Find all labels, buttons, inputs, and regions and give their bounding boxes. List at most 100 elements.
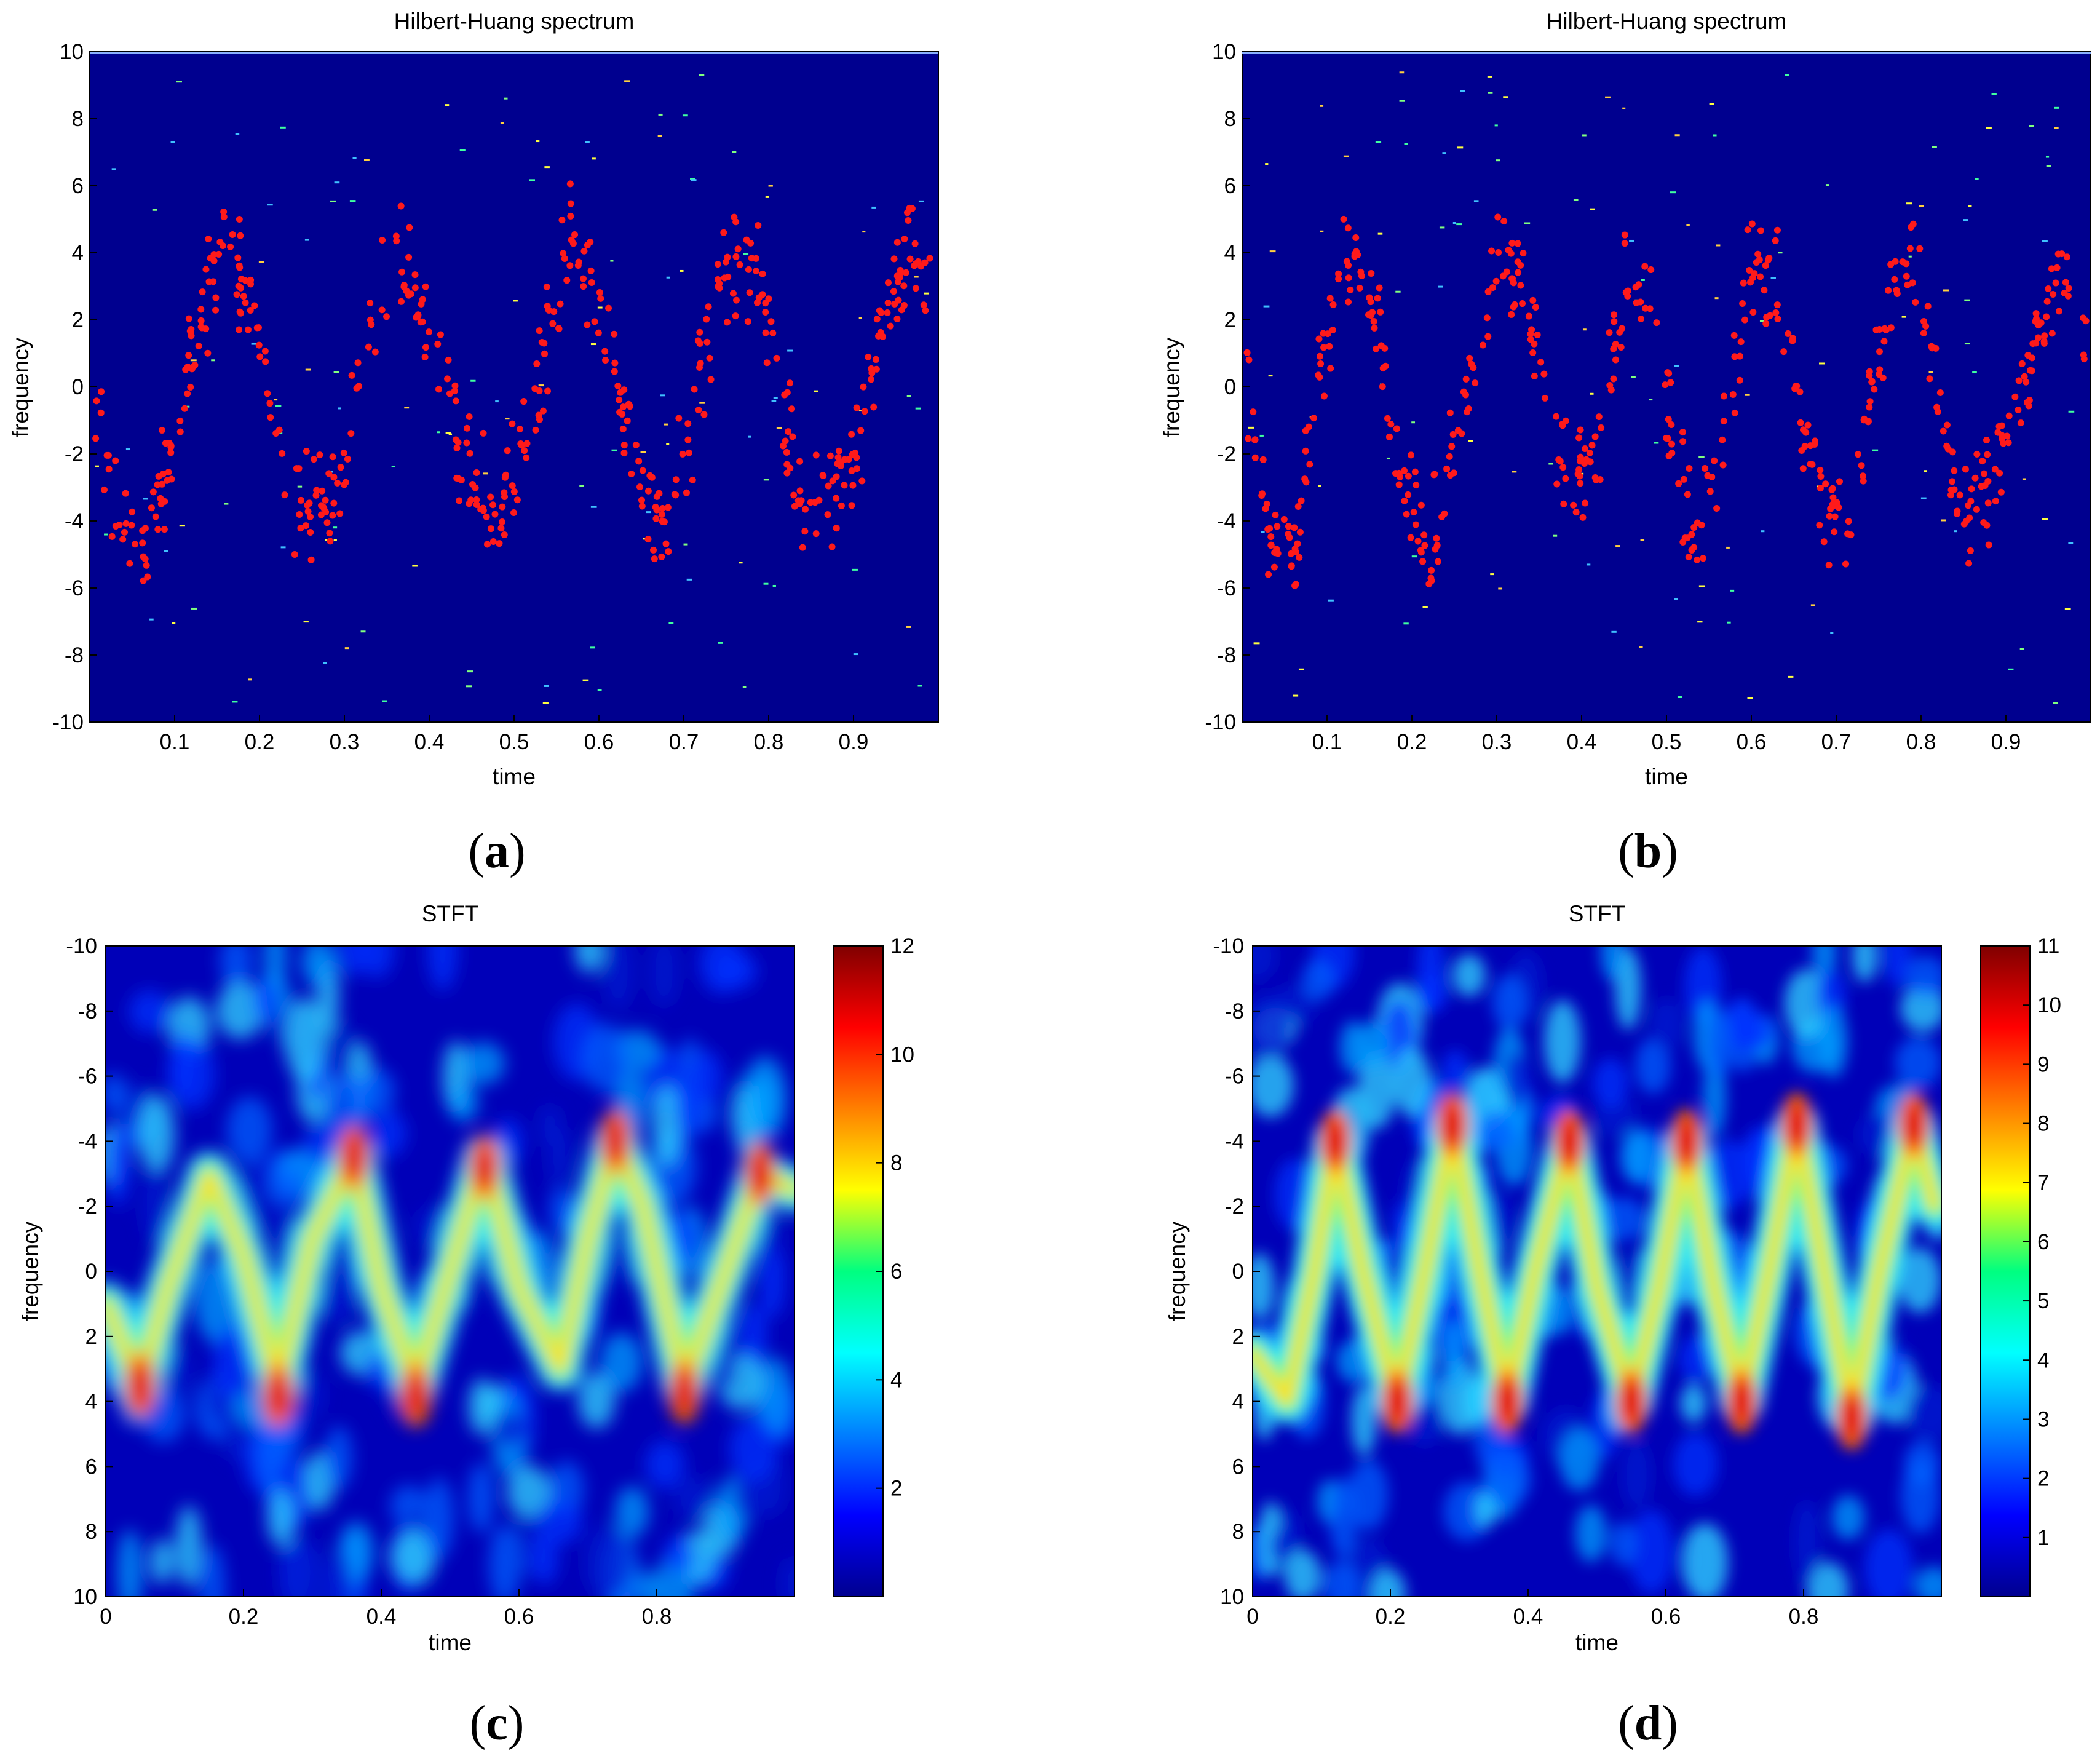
scatter-point bbox=[2063, 253, 2070, 261]
noise-dash bbox=[344, 647, 349, 650]
scatter-point bbox=[580, 283, 587, 290]
scatter-point bbox=[426, 328, 433, 336]
scatter-point bbox=[158, 427, 165, 434]
scatter-point bbox=[1866, 398, 1874, 405]
noise-dash bbox=[1395, 290, 1401, 293]
x-tick-label: 0.2 bbox=[229, 1605, 259, 1629]
scatter-point bbox=[908, 205, 916, 212]
heat-bg-blob bbox=[106, 1073, 126, 1114]
scatter-point bbox=[1298, 497, 1305, 504]
scatter-point bbox=[1903, 260, 1910, 268]
scatter-point bbox=[1720, 392, 1727, 400]
scatter-point bbox=[1489, 284, 1496, 292]
hotspot-core bbox=[268, 1374, 288, 1416]
scatter-point bbox=[716, 280, 723, 287]
noise-dash bbox=[1810, 604, 1815, 606]
heat-bg-blob bbox=[645, 1440, 685, 1489]
noise-dash bbox=[666, 443, 670, 445]
scatter-point bbox=[1811, 437, 1818, 445]
noise-dash bbox=[1654, 442, 1659, 444]
scatter-point bbox=[865, 353, 872, 360]
scatter-point bbox=[1448, 443, 1456, 450]
scatter-point bbox=[1302, 447, 1309, 455]
heat-bg-blob bbox=[1914, 1567, 1941, 1597]
scatter-point bbox=[558, 217, 566, 224]
scatter-point bbox=[1250, 408, 1257, 416]
heat-bg-blob bbox=[107, 1124, 130, 1207]
heat-bg-blob bbox=[1784, 969, 1828, 1039]
scatter-point bbox=[480, 429, 487, 437]
scatter-point bbox=[1662, 381, 1669, 389]
scatter-point bbox=[644, 536, 652, 543]
noise-dash bbox=[1268, 375, 1273, 377]
scatter-point bbox=[707, 376, 715, 383]
noise-dash bbox=[304, 239, 309, 241]
scatter-point bbox=[444, 375, 451, 383]
scatter-point bbox=[453, 474, 461, 482]
scatter-point bbox=[510, 509, 518, 517]
scatter-point bbox=[812, 530, 820, 538]
x-tick-label: 0.8 bbox=[1906, 730, 1936, 754]
panel-a: Hilbert-Huang spectrum 0.1 0.2 0.3 0.4 0.5 0.… bbox=[8, 9, 939, 878]
heatmap-d bbox=[1253, 946, 1941, 1597]
scatter-point bbox=[297, 496, 304, 504]
noise-dash bbox=[1778, 252, 1783, 254]
scatter-point bbox=[181, 405, 188, 412]
heat-bg-blob bbox=[759, 1239, 785, 1319]
scatter-point bbox=[1965, 560, 1973, 567]
noise-dash bbox=[1582, 134, 1587, 137]
scatter-point bbox=[1904, 281, 1911, 288]
scatter-point bbox=[463, 424, 470, 432]
scatter-point bbox=[1892, 258, 1899, 265]
scatter-point bbox=[912, 285, 919, 292]
x-tick-label: 0.1 bbox=[1312, 730, 1342, 754]
scatter-point bbox=[139, 539, 146, 547]
scatter-point bbox=[143, 562, 150, 569]
scatter-point bbox=[1730, 332, 1738, 339]
scatter-point bbox=[1729, 391, 1737, 398]
scatter-point bbox=[185, 352, 192, 359]
y-ticks-c: -10 -8 -6 -4 -2 0 2 4 6 8 10 bbox=[66, 934, 113, 1609]
scatter-point bbox=[2043, 313, 2050, 320]
scatter-point bbox=[1412, 521, 1419, 528]
scatter-point bbox=[745, 266, 752, 273]
noise-dash bbox=[95, 465, 99, 467]
scatter-point bbox=[1685, 554, 1692, 561]
noise-dash bbox=[544, 166, 550, 169]
scatter-point bbox=[312, 491, 320, 499]
noise-dash bbox=[1512, 471, 1517, 473]
scatter-point bbox=[584, 241, 591, 248]
scatter-point bbox=[451, 387, 458, 395]
scatter-point bbox=[2048, 330, 2056, 337]
scatter-point bbox=[1335, 276, 1342, 283]
scatter-point bbox=[1647, 266, 1655, 274]
scatter-point bbox=[306, 499, 313, 507]
scatter-point bbox=[1466, 354, 1473, 362]
noise-dash bbox=[699, 402, 705, 404]
scatter-point bbox=[354, 359, 362, 367]
ridge-inner bbox=[106, 1135, 794, 1392]
heat-bg-blob bbox=[664, 1534, 694, 1575]
noise-dash bbox=[768, 185, 773, 187]
scatter-point bbox=[659, 504, 666, 512]
scatter-point bbox=[1611, 318, 1618, 325]
heat-bg-blob bbox=[256, 1427, 283, 1495]
scatter-point bbox=[1525, 312, 1532, 320]
scatter-point bbox=[122, 520, 130, 527]
x-axis-label-c: time bbox=[429, 1630, 472, 1655]
x-axis-label-b: time bbox=[1645, 764, 1688, 789]
noise-dash bbox=[143, 498, 148, 500]
noise-dash bbox=[1901, 316, 1906, 318]
scatter-point bbox=[2003, 432, 2011, 440]
scatter-point bbox=[1460, 388, 1467, 395]
scatter-point bbox=[1665, 416, 1672, 423]
scatter-point bbox=[1531, 340, 1538, 348]
noise-dash bbox=[1615, 545, 1620, 547]
scatter-point bbox=[509, 420, 516, 427]
scatter-point bbox=[1514, 240, 1521, 247]
scatter-point bbox=[695, 407, 702, 414]
noise-dash bbox=[1582, 328, 1587, 331]
scatter-point bbox=[1880, 338, 1888, 345]
scatter-point bbox=[499, 518, 506, 526]
scatter-point bbox=[1508, 239, 1516, 247]
